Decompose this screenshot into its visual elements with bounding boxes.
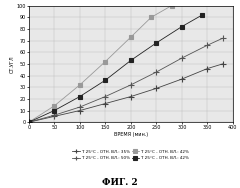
Y-axis label: СТ.УГЛ: СТ.УГЛ: [10, 55, 15, 73]
Text: ФИГ. 2: ФИГ. 2: [102, 178, 138, 187]
Legend: T: 25°C - ОТН. ВЛ.: 35%, T: 25°C - ОТН. ВЛ.: 50%, T: 25°C - ОТН. ВЛ.: 42%, T: 25: T: 25°C - ОТН. ВЛ.: 35%, T: 25°C - ОТН. …: [72, 150, 189, 160]
X-axis label: ВРЕМЯ (мин.): ВРЕМЯ (мин.): [114, 132, 148, 137]
